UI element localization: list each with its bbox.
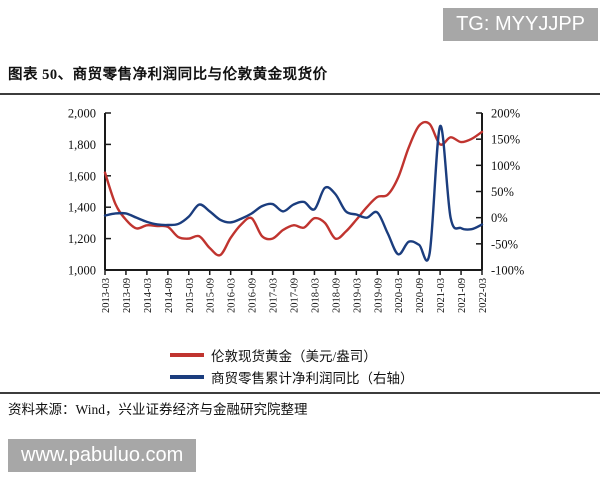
x-axis-label: 2020-09 bbox=[415, 278, 426, 313]
left-axis-label: 2,000 bbox=[68, 107, 96, 121]
x-axis-label: 2013-03 bbox=[101, 278, 112, 313]
chart-legend: 伦敦现货黄金（美元/盎司） 商贸零售累计净利润同比（右轴） bbox=[170, 344, 414, 388]
x-axis-label: 2013-09 bbox=[122, 278, 133, 313]
x-axis-label: 2021-09 bbox=[457, 278, 468, 313]
title-divider bbox=[0, 93, 600, 95]
x-axis-label: 2014-03 bbox=[143, 278, 154, 313]
tg-watermark-badge: TG: MYYJJPP bbox=[443, 8, 598, 41]
legend-item-gold: 伦敦现货黄金（美元/盎司） bbox=[170, 344, 414, 366]
left-axis-label: 1,400 bbox=[68, 201, 96, 215]
right-axis-label: -100% bbox=[491, 264, 524, 278]
x-axis-label: 2019-03 bbox=[352, 278, 363, 313]
x-axis-label: 2018-03 bbox=[310, 278, 321, 313]
x-axis-label: 2016-03 bbox=[227, 278, 238, 313]
legend-label-gold: 伦敦现货黄金（美元/盎司） bbox=[211, 349, 377, 364]
x-axis-label: 2017-09 bbox=[290, 278, 301, 313]
profit-yoy-line bbox=[103, 124, 484, 262]
x-axis-label: 2022-03 bbox=[478, 278, 489, 313]
left-axis-label: 1,200 bbox=[68, 232, 96, 246]
right-axis-label: -50% bbox=[491, 237, 518, 251]
right-axis-label: 50% bbox=[491, 185, 514, 199]
right-axis-label: 150% bbox=[491, 133, 520, 147]
x-axis-label: 2017-03 bbox=[269, 278, 280, 313]
legend-label-profit: 商贸零售累计净利润同比（右轴） bbox=[211, 371, 414, 386]
x-axis-label: 2015-09 bbox=[206, 278, 217, 313]
right-axis-label: 0% bbox=[491, 211, 508, 225]
right-axis-label: 100% bbox=[491, 159, 520, 173]
left-axis-label: 1,600 bbox=[68, 169, 96, 183]
left-axis-label: 1,000 bbox=[68, 264, 96, 278]
source-note: 资料来源：Wind，兴业证券经济与金融研究院整理 bbox=[8, 402, 308, 417]
site-watermark-badge: www.pabuluo.com bbox=[8, 439, 197, 472]
x-axis-label: 2021-03 bbox=[436, 278, 447, 313]
right-axis-label: 200% bbox=[491, 107, 520, 121]
x-axis-label: 2018-09 bbox=[331, 278, 342, 313]
chart-title: 图表 50、商贸零售净利润同比与伦敦黄金现货价 bbox=[8, 67, 328, 83]
profit-line-swatch bbox=[170, 375, 204, 379]
legend-item-profit: 商贸零售累计净利润同比（右轴） bbox=[170, 366, 414, 388]
left-axis-label: 1,800 bbox=[68, 138, 96, 152]
gold-price-line bbox=[103, 120, 484, 257]
x-axis-label: 2020-03 bbox=[394, 278, 405, 313]
x-axis-label: 2016-09 bbox=[248, 278, 259, 313]
x-axis-label: 2014-09 bbox=[164, 278, 175, 313]
source-divider bbox=[0, 392, 600, 394]
gold-line-swatch bbox=[170, 353, 204, 357]
x-axis-label: 2019-09 bbox=[373, 278, 384, 313]
x-axis-label: 2015-03 bbox=[185, 278, 196, 313]
